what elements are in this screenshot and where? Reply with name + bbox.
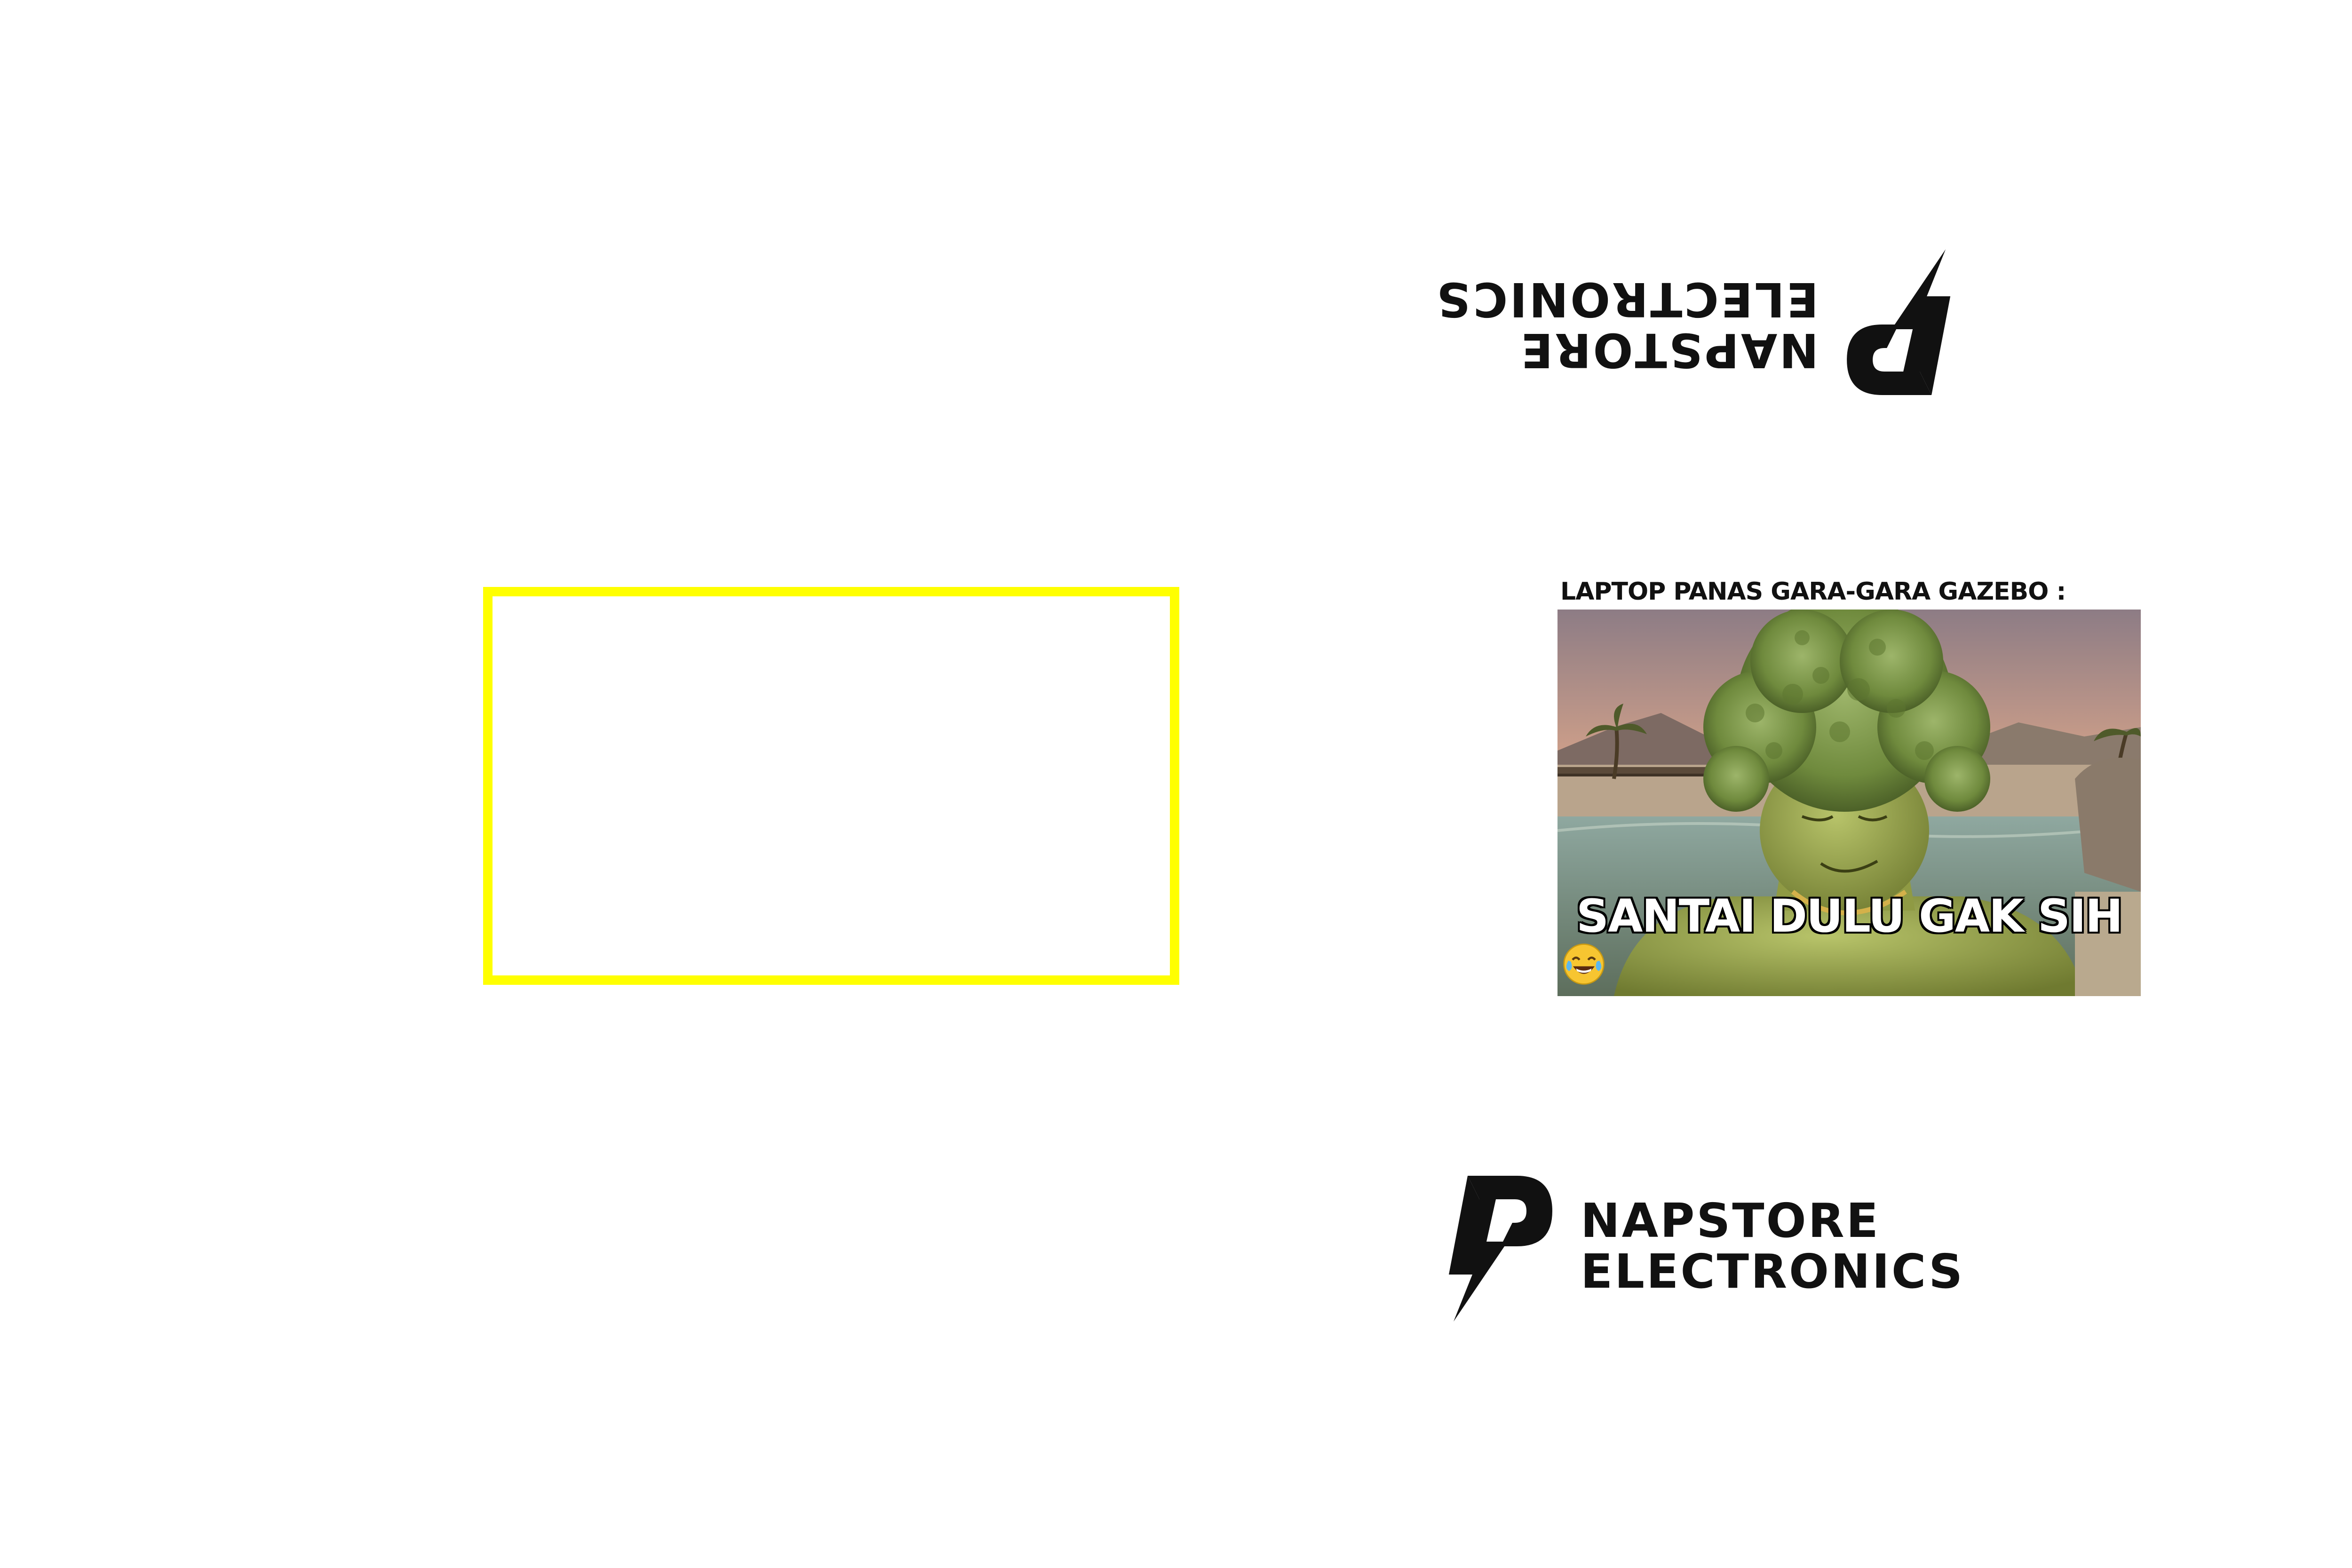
brand-name-line1: NAPSTORE [1581,1193,1880,1248]
brand-name-line2: ELECTRONICS [1435,272,1819,327]
meme-block: LAPTOP PANAS GARA-GARA GAZEBO : [1557,578,2143,996]
brand-name-line1: NAPSTORE [1519,323,1819,378]
meme-overlay-text: SANTAI DULU GAK SIH [1557,890,2141,986]
napstore-logo-mark [1847,249,1951,395]
brand-logo-upside-down: NAPSTORE ELECTRONICS [1435,245,1964,404]
face-with-tears-of-joy-icon [1563,943,1605,985]
napstore-logo-mark [1449,1176,1552,1322]
broccoli-meme-image: SANTAI DULU GAK SIH [1557,610,2141,996]
brand-logo: NAPSTORE ELECTRONICS [1435,1166,1964,1326]
meme-overlay-label: SANTAI DULU GAK SIH [1576,890,2123,942]
brand-name-line2: ELECTRONICS [1581,1244,1965,1299]
yellow-frame [483,587,1179,985]
meme-caption: LAPTOP PANAS GARA-GARA GAZEBO : [1560,578,2066,606]
meme-scene [1557,610,2141,996]
